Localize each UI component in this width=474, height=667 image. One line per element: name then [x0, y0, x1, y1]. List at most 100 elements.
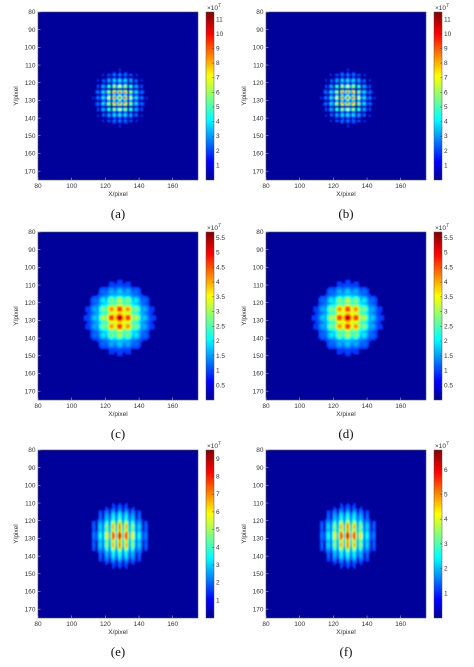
heat-cell	[362, 300, 365, 304]
heat-cell	[345, 308, 348, 311]
heat-cell	[125, 309, 128, 312]
heat-cell	[90, 306, 93, 309]
heatmap-cells	[319, 503, 376, 569]
heat-cell	[130, 552, 133, 555]
heat-cell	[375, 299, 378, 302]
heat-cell	[132, 533, 135, 536]
heat-cell	[372, 526, 375, 529]
heat-cell	[378, 323, 381, 327]
heat-cell	[120, 517, 123, 520]
heat-cell	[137, 343, 140, 346]
heat-cell	[340, 338, 343, 341]
heat-cell	[140, 331, 143, 334]
heat-cell	[363, 325, 366, 328]
heat-cell	[113, 121, 116, 124]
heat-cell	[127, 550, 130, 553]
heat-cell	[335, 508, 338, 511]
heat-cell	[108, 536, 111, 539]
heat-cell	[110, 547, 113, 550]
heat-cell	[100, 534, 103, 538]
heat-cell	[372, 306, 375, 309]
heat-cell	[95, 315, 98, 318]
heat-cell	[375, 311, 378, 314]
heat-cell	[149, 308, 152, 311]
heat-cell	[328, 107, 331, 110]
heat-cell	[107, 511, 110, 515]
heat-cell	[123, 77, 126, 80]
heat-cell	[355, 304, 358, 307]
y-tick-label: 100	[25, 45, 36, 52]
heat-cell	[137, 329, 140, 332]
heat-cell	[108, 522, 111, 525]
heat-cell	[134, 327, 137, 330]
heat-cell	[125, 318, 128, 321]
heat-cell	[328, 318, 331, 321]
heat-cell	[105, 545, 108, 548]
heat-cell	[96, 549, 100, 552]
heat-cell	[140, 96, 143, 100]
heat-cell	[100, 511, 103, 515]
heat-cell	[125, 513, 128, 516]
heat-cell	[346, 279, 349, 282]
heat-cell	[355, 322, 358, 325]
heat-cell	[328, 304, 331, 307]
heat-cell	[341, 121, 344, 124]
heat-cell	[85, 316, 88, 320]
heat-cell	[341, 526, 344, 529]
heat-cell	[134, 345, 137, 348]
heat-cell	[122, 285, 125, 288]
heat-cell	[100, 518, 103, 522]
heat-cell	[380, 327, 383, 330]
heat-cell	[367, 320, 370, 323]
heat-cell	[331, 338, 334, 341]
heat-cell	[336, 336, 339, 339]
heat-cell	[125, 554, 128, 557]
heat-cell	[377, 320, 380, 323]
heat-cell	[341, 80, 344, 84]
heat-cell	[103, 554, 106, 557]
heat-cell	[360, 329, 363, 332]
heat-cell	[120, 345, 123, 348]
heat-cell	[103, 541, 106, 545]
heat-cell	[110, 550, 113, 553]
heat-cell	[102, 306, 105, 309]
heat-cell	[324, 109, 328, 112]
heat-cell	[102, 288, 105, 291]
heat-cell	[118, 511, 121, 515]
heat-cell	[355, 292, 358, 295]
heat-cell	[130, 332, 133, 335]
heat-cell	[117, 343, 120, 346]
x-tick-label: 160	[167, 183, 178, 190]
heat-cell	[118, 68, 121, 71]
heat-cell	[326, 293, 329, 297]
heat-cell	[147, 318, 150, 321]
heat-cell	[331, 302, 334, 305]
heat-cell	[139, 334, 142, 337]
heat-cell	[135, 322, 138, 325]
colorbar	[433, 11, 443, 181]
heat-cell	[117, 302, 120, 305]
heat-cell	[355, 281, 358, 284]
heat-cell	[331, 331, 334, 334]
heat-cell	[351, 524, 354, 527]
heat-cell	[137, 527, 140, 530]
heat-cell	[91, 531, 94, 534]
heat-cell	[338, 529, 341, 532]
heat-cell	[100, 526, 103, 529]
heat-cell	[333, 306, 336, 309]
heat-cell	[135, 327, 138, 330]
heat-cell	[324, 79, 328, 82]
heat-cell	[350, 308, 353, 311]
heat-cell	[360, 527, 363, 530]
heat-cell	[118, 543, 121, 546]
heat-cell	[103, 515, 106, 518]
heat-cell	[373, 327, 376, 330]
heat-cell	[373, 295, 376, 298]
heat-cell	[372, 325, 375, 328]
heat-cell	[130, 323, 133, 327]
heat-cell	[353, 93, 356, 96]
heat-cell	[343, 322, 346, 325]
heat-cell	[147, 304, 150, 307]
heat-cell	[127, 510, 130, 513]
heat-cell	[134, 309, 137, 312]
